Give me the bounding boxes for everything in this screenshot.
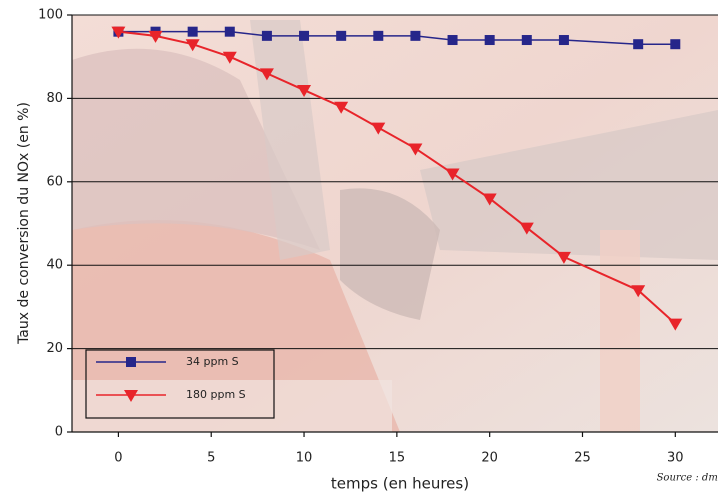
x-tick-label: 15: [389, 451, 406, 466]
marker: [336, 31, 346, 41]
x-tick-label: 30: [667, 451, 684, 466]
x-tick-label: 20: [481, 451, 498, 466]
x-tick-label: 5: [207, 451, 215, 466]
y-tick-label: 60: [46, 174, 63, 189]
marker: [559, 35, 569, 45]
marker: [262, 31, 272, 41]
marker: [633, 39, 643, 49]
legend-label: 180 ppm S: [186, 388, 246, 401]
x-tick-label: 0: [114, 451, 122, 466]
marker: [299, 31, 309, 41]
x-tick-label: 10: [296, 451, 313, 466]
y-tick-label: 100: [38, 8, 63, 23]
marker: [485, 35, 495, 45]
x-tick-label: 25: [574, 451, 591, 466]
photo-background: [72, 15, 718, 432]
marker: [188, 27, 198, 37]
y-axis-title: Taux de conversion du NOx (en %): [16, 102, 32, 345]
marker: [225, 27, 235, 37]
source-note: Source : dmc: [657, 473, 718, 484]
marker: [373, 31, 383, 41]
chart: Source : dmc temps (en heures) Taux de c…: [0, 0, 718, 495]
marker: [522, 35, 532, 45]
y-tick-label: 20: [46, 341, 63, 356]
marker: [410, 31, 420, 41]
marker: [448, 35, 458, 45]
marker: [670, 39, 680, 49]
y-tick-label: 80: [46, 91, 63, 106]
legend-label: 34 ppm S: [186, 355, 239, 368]
y-tick-label: 40: [46, 258, 63, 273]
x-axis-title: temps (en heures): [331, 475, 469, 493]
y-tick-label: 0: [55, 425, 63, 440]
legend-marker: [126, 357, 136, 367]
